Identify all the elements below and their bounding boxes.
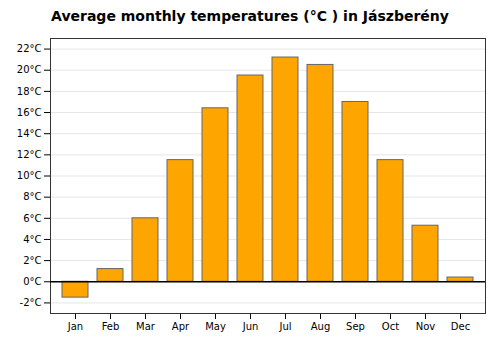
svg-text:Sep: Sep bbox=[346, 321, 365, 332]
svg-text:20°C: 20°C bbox=[17, 64, 42, 75]
svg-text:May: May bbox=[205, 321, 226, 332]
svg-text:4°C: 4°C bbox=[23, 234, 41, 245]
svg-text:Aug: Aug bbox=[311, 321, 331, 332]
svg-text:Apr: Apr bbox=[172, 321, 190, 332]
svg-text:Dec: Dec bbox=[451, 321, 470, 332]
svg-text:0°C: 0°C bbox=[23, 276, 41, 287]
svg-text:Nov: Nov bbox=[416, 321, 436, 332]
svg-text:Jul: Jul bbox=[278, 321, 291, 332]
svg-text:-2°C: -2°C bbox=[20, 297, 42, 308]
svg-text:22°C: 22°C bbox=[17, 43, 42, 54]
svg-text:2°C: 2°C bbox=[23, 255, 41, 266]
html-text:Average monthly temperatures (: Average monthly temperatures (°C ) in Já… bbox=[51, 8, 449, 24]
svg-text:Oct: Oct bbox=[382, 321, 399, 332]
svg-text:12°C: 12°C bbox=[17, 149, 42, 160]
svg-text:10°C: 10°C bbox=[17, 170, 42, 181]
svg-text:Mar: Mar bbox=[136, 321, 156, 332]
svg-text:14°C: 14°C bbox=[17, 128, 42, 139]
svg-text:Jun: Jun bbox=[242, 321, 259, 332]
svg-text:6°C: 6°C bbox=[23, 213, 41, 224]
svg-text:Feb: Feb bbox=[102, 321, 120, 332]
svg-text:8°C: 8°C bbox=[23, 191, 41, 202]
svg-text:Jan: Jan bbox=[67, 321, 83, 332]
svg-text:16°C: 16°C bbox=[17, 107, 42, 118]
svg-text:18°C: 18°C bbox=[17, 86, 42, 97]
